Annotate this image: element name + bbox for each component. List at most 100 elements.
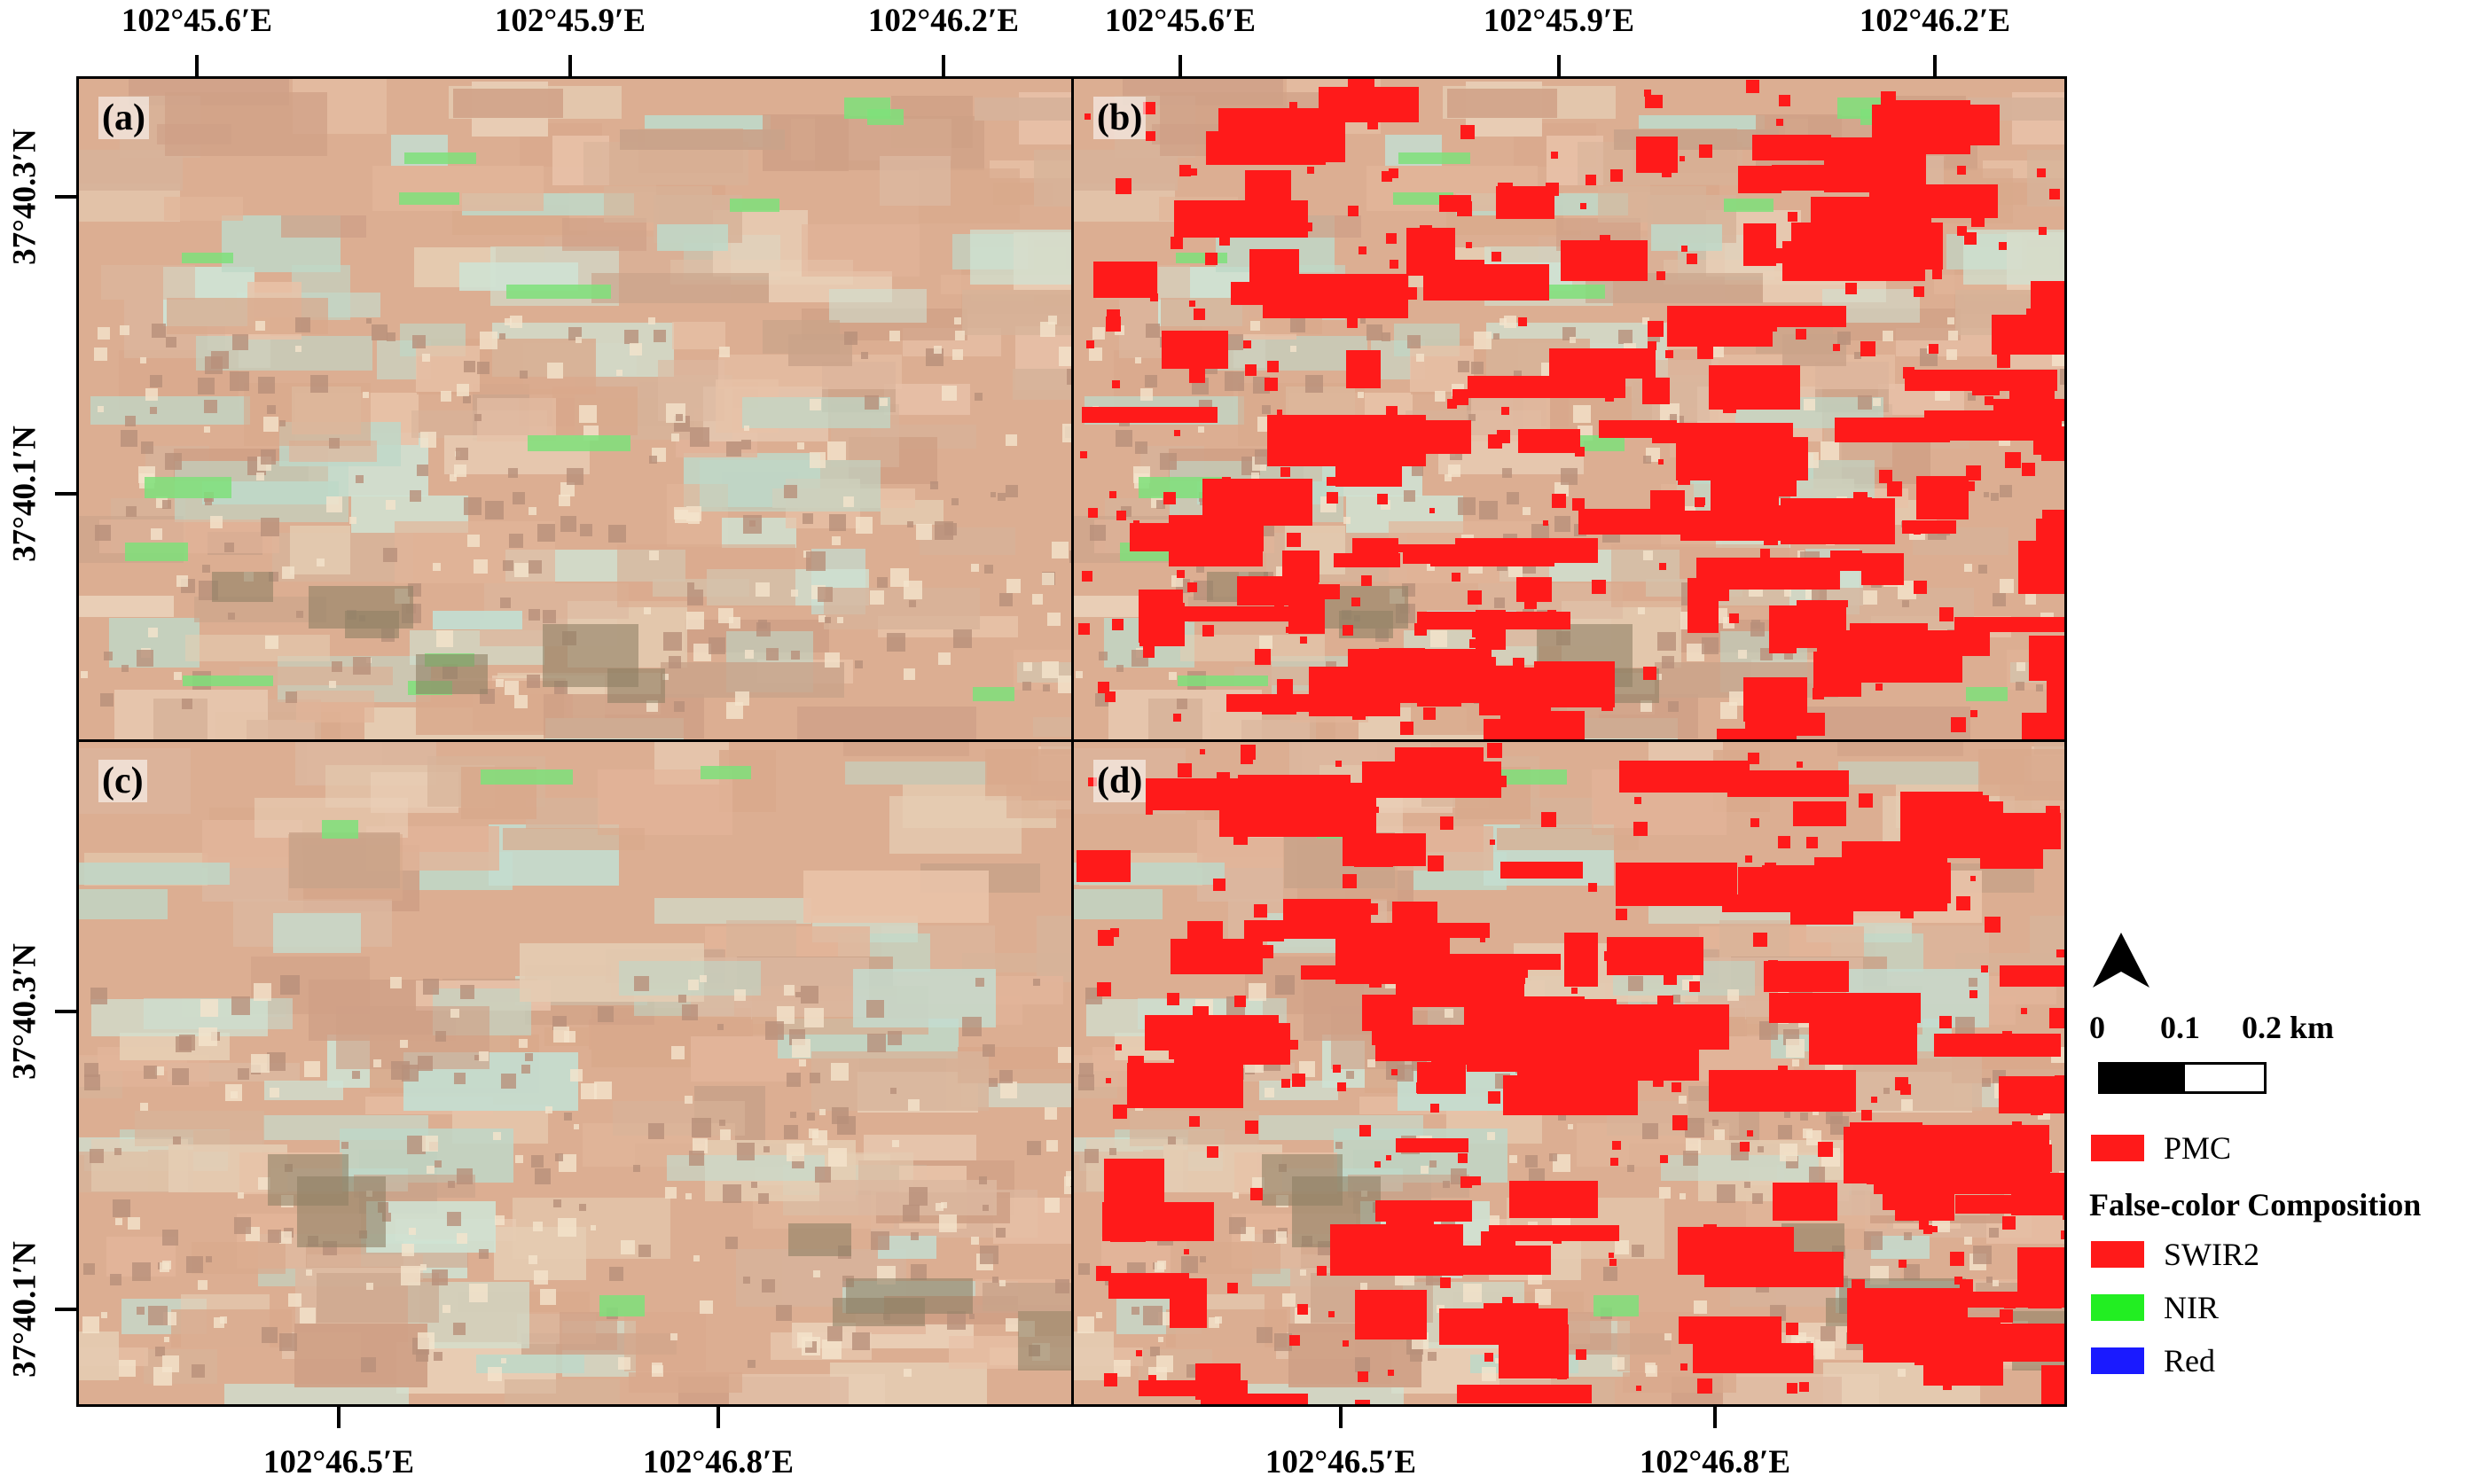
vegetation-strip [481,769,573,785]
panel-label: (d) [1093,760,1147,802]
settlement-pixel [719,1120,725,1126]
settlement-pixel [176,1036,192,1052]
settlement-pixel [500,598,511,608]
settlement-pixel [402,1244,414,1256]
pmc-detection [1549,348,1656,379]
field-parcel [317,1273,439,1323]
settlement-pixel [464,361,475,372]
settlement-pixel [1443,1181,1450,1188]
pmc-pixel [1355,1400,1370,1404]
settlement-pixel [749,520,756,527]
bottom-lon-label-2: 102°46.8′E [642,1444,795,1480]
pmc-pixel [1213,879,1225,891]
settlement-pixel [479,1051,489,1061]
pmc-pixel [1464,664,1470,670]
settlement-pixel [892,1140,899,1147]
settlement-pixel [1430,630,1447,647]
settlement-pixel [1006,1318,1019,1332]
vegetation-strip [730,199,779,212]
pmc-pixel [1109,491,1116,498]
settlement-pixel [889,331,900,341]
settlement-pixel [115,1218,122,1225]
settlement-pixel [1022,682,1031,691]
field-parcel [336,1006,489,1069]
settlement-pixel [81,671,88,678]
settlement-pixel [94,348,107,361]
settlement-pixel [205,356,223,374]
settlement-pixel [799,1059,806,1066]
settlement-pixel [675,510,688,523]
settlement-pixel [153,1367,172,1386]
settlement-pixel [907,521,913,527]
pmc-pixel [1605,393,1614,402]
settlement-pixel [310,375,328,393]
settlement-pixel [520,371,528,379]
settlement-pixel [803,513,813,524]
pmc-pixel [1480,937,1485,942]
settlement-pixel [852,1332,870,1350]
settlement-pixel [1490,1215,1499,1225]
pmc-detection [1752,135,1831,160]
pmc-pixel [1235,488,1247,500]
pmc-pixel [1167,993,1179,1005]
pmc-pixel [1697,343,1713,359]
pmc-pixel [1672,1082,1681,1092]
settlement-pixel [663,632,682,651]
settlement-pixel [734,989,746,1001]
settlement-pixel [1066,1171,1071,1186]
settlement-pixel [372,324,388,340]
settlement-pixel [230,371,249,391]
field-parcel [164,197,243,221]
pmc-pixel [1781,1081,1788,1087]
settlement-pixel [1627,1165,1634,1172]
pmc-pixel [1839,1018,1845,1024]
settlement-pixel [234,1217,251,1234]
settlement-pixel [1561,468,1578,485]
settlement-pixel [295,346,301,352]
pmc-pixel [1260,945,1273,958]
field-parcel [477,398,556,441]
settlement-pixel [1227,334,1243,350]
settlement-pixel [210,516,223,528]
settlement-pixel [1045,1198,1060,1213]
settlement-pixel [1968,393,1976,401]
settlement-pixel [1821,441,1839,460]
pmc-pixel [1502,1297,1513,1308]
field-parcel [962,953,1071,972]
horizontal-divider [79,739,2064,742]
pmc-detection [1650,490,1685,525]
pmc-pixel [1775,438,1786,449]
settlement-pixel [1346,1071,1354,1079]
settlement-pixel [1902,600,1909,607]
legend-pmc-label: PMC [2164,1130,2232,1166]
settlement-pixel [1096,1312,1102,1318]
settlement-pixel [649,456,657,464]
settlement-pixel [1662,656,1674,668]
pmc-pixel [1501,407,1509,415]
pmc-pixel [1468,590,1482,605]
settlement-pixel [152,324,166,338]
settlement-pixel [1062,424,1071,442]
pmc-pixel [1985,850,2000,864]
settlement-pixel [1045,1107,1057,1120]
settlement-pixel [480,332,497,349]
settlement-pixel [837,617,843,623]
pmc-detection [2049,1008,2064,1028]
settlement-pixel [113,1199,130,1217]
pmc-detection [1381,954,1528,978]
settlement-pixel [84,1063,98,1077]
settlement-pixel [758,1193,769,1204]
settlement-pixel [533,1222,543,1231]
settlement-pixel [560,482,575,496]
pmc-pixel [1440,1277,1451,1288]
pmc-pixel [1267,361,1279,372]
settlement-pixel [797,1332,812,1347]
settlement-pixel [529,609,540,621]
settlement-pixel [1864,1231,1883,1250]
pmc-pixel [1960,1279,1973,1293]
settlement-pixel [1168,1136,1176,1144]
settlement-pixel [954,317,961,324]
settlement-pixel [1158,1337,1163,1342]
pmc-pixel [2004,1297,2016,1308]
panel-label: (c) [98,760,147,802]
